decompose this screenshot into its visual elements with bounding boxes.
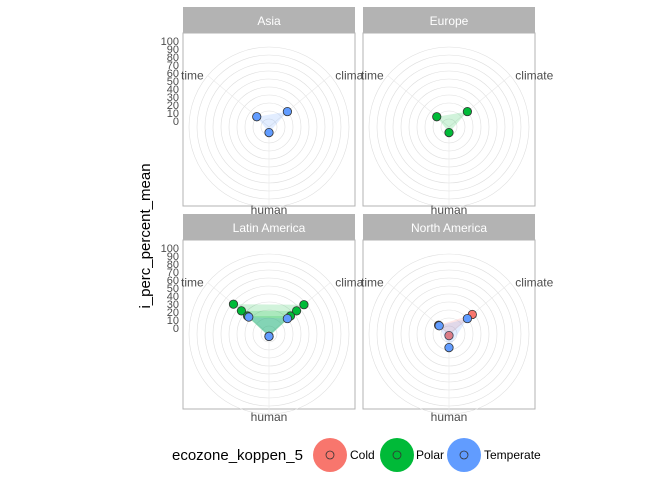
facet-strip [183,214,355,240]
data-point-cold [444,330,454,341]
data-point-temperate [244,312,254,322]
facet-panel: North America time climate human [361,214,554,424]
data-point-polar [291,306,302,316]
r-tick-label: 70 [167,60,179,72]
r-tick-label: 70 [167,267,179,279]
axis-label-climate: climate [515,276,553,290]
legend-label: Cold [350,448,375,462]
data-point-polar [236,306,247,316]
legend-key-swatch [313,438,347,472]
data-point-polar [432,112,442,122]
legend-key-point [392,450,402,460]
series-area-temperate [248,317,288,337]
data-point-temperate [444,342,454,353]
r-tick-label: 40 [167,291,179,303]
facet-strip [183,7,355,33]
r-tick-label: 80 [167,259,179,271]
legend-key-point [325,450,335,460]
data-point-temperate [264,331,274,341]
r-tick-label: 30 [167,92,179,104]
series-area-polar [233,304,304,337]
axis-label-time: time [181,276,204,290]
axis-label-time: time [181,69,204,83]
y-axis-label: i_perc_percent_mean [137,163,154,308]
legend: ecozone_koppen_5 Cold Polar Temperate [172,438,541,472]
r-tick-label: 100 [161,36,179,48]
legend-key-swatch [380,438,414,472]
r-tick-label: 30 [167,299,179,311]
legend-item-temperate: Temperate [447,438,541,472]
axis-label-human: human [251,203,288,217]
axis-label-climate: climate [515,69,553,83]
axis-label-time: time [361,276,384,290]
r-tick-label: 100 [161,243,179,255]
legend-title: ecozone_koppen_5 [172,447,303,464]
r-tick-label: 10 [167,315,179,327]
data-point-temperate [434,321,444,331]
axis-label-time: time [361,69,384,83]
r-tick-label: 0 [173,323,179,335]
series-area-temperate [256,111,288,133]
facet-panel: Europe time climate human [361,7,554,217]
r-tick-label: 0 [173,116,179,128]
data-point-temperate [282,313,292,324]
facet-title: Latin America [233,221,306,235]
data-point-temperate [252,112,262,122]
r-tick-label: 90 [167,251,179,263]
axis-label-human: human [431,203,468,217]
legend-key-swatch [447,438,481,472]
series-area-polar [436,111,468,133]
legend-item-cold: Cold [313,438,375,472]
r-tick-label: 50 [167,76,179,88]
r-tick-label: 20 [167,100,179,112]
data-point-temperate [462,313,472,324]
facet-strip [363,7,535,33]
data-point-temperate [264,128,274,138]
axis-spoke [268,75,331,128]
r-tick-label: 80 [167,52,179,64]
axis-spoke [448,282,511,335]
data-point-polar [299,300,309,310]
legend-label: Temperate [484,448,541,462]
data-point-polar [444,128,454,138]
series-area-polar [241,310,297,337]
r-tick-label: 10 [167,108,179,120]
data-point-temperate [282,106,292,117]
series-area-polar [247,316,291,337]
r-tick-label: 60 [167,275,179,287]
r-tick-label: 90 [167,44,179,56]
data-point-polar [228,299,239,309]
facet-strip [363,214,535,240]
facet-title: Asia [257,14,281,28]
legend-label: Polar [416,448,444,462]
axis-label-human: human [251,410,288,424]
facet-title: North America [411,221,487,235]
axis-spoke [448,75,511,128]
r-tick-label: 40 [167,84,179,96]
data-point-polar [462,106,472,117]
r-tick-label: 60 [167,68,179,80]
r-tick-label: 50 [167,283,179,295]
axis-label-human: human [431,410,468,424]
facet-title: Europe [430,14,469,28]
series-area-temperate [439,318,468,348]
legend-key-point [459,450,469,460]
r-tick-label: 20 [167,307,179,319]
legend-item-polar: Polar [380,438,444,472]
